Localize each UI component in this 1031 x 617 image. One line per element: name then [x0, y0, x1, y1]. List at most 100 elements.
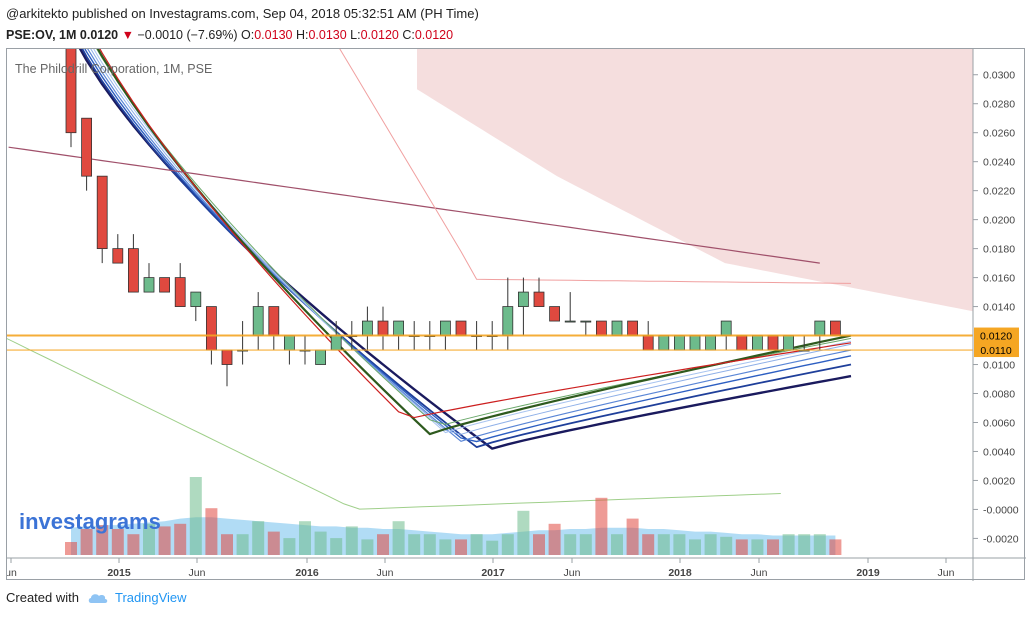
price-level-label: 0.0120 — [980, 331, 1012, 343]
candle-body — [315, 349, 327, 365]
volume-bar — [236, 534, 249, 555]
candle-body — [549, 306, 560, 322]
y-tick-label: 0.0080 — [983, 389, 1015, 401]
volume-bar — [548, 523, 561, 555]
candle-body — [81, 117, 92, 177]
investagrams-watermark: investagrams — [19, 509, 161, 534]
candle-body — [361, 320, 373, 336]
volume-bar — [111, 529, 124, 555]
x-tick-label: 2019 — [856, 567, 880, 579]
volume-bar — [221, 534, 233, 555]
volume-bar — [96, 525, 109, 555]
volume-bar — [642, 534, 655, 555]
candle-body — [689, 335, 701, 351]
price-change: −0.0010 (−7.69%) — [137, 28, 238, 42]
volume-bar — [361, 539, 374, 555]
candle-body — [190, 291, 202, 307]
volume-bar — [735, 539, 748, 555]
candle-body — [767, 335, 779, 351]
candle-body — [783, 335, 794, 351]
candle-body — [658, 335, 670, 351]
candle-body — [627, 320, 638, 336]
y-tick-label: -0.0000 — [983, 504, 1019, 516]
candles — [65, 49, 841, 387]
candle-body — [720, 320, 732, 336]
volume-bar — [127, 534, 140, 555]
x-tick-label: 2017 — [481, 567, 505, 579]
candle-body — [330, 335, 342, 351]
x-tick-label: 2018 — [668, 567, 692, 579]
y-tick-label: 0.0240 — [983, 157, 1015, 169]
volume-bar — [174, 523, 187, 555]
lagging-span-line — [7, 338, 781, 510]
down-arrow-icon: ▼ — [121, 28, 134, 42]
x-tick-label: Jun — [377, 567, 394, 579]
volume-bar — [189, 477, 202, 555]
price-level-box — [974, 327, 1019, 343]
x-tick-label: Jun — [189, 567, 206, 579]
footer: Created with TradingView — [6, 590, 187, 605]
volume-bar — [782, 534, 795, 555]
y-tick-label: 0.0100 — [983, 360, 1015, 372]
volume-bar — [579, 534, 592, 555]
volume-bar — [330, 538, 343, 555]
volume-bar — [657, 534, 670, 555]
x-tick-label: Jun — [938, 567, 955, 579]
x-tick-label: 2015 — [107, 567, 131, 579]
volume-bar — [673, 534, 686, 555]
y-tick-label: 0.0060 — [983, 417, 1015, 429]
candle-body — [596, 320, 607, 336]
volume-bar — [704, 534, 717, 555]
tradingview-link[interactable]: TradingView — [87, 590, 187, 605]
candle-body — [393, 320, 405, 336]
x-axis[interactable]: un 2015 Jun 2016 Jun 2017 Jun 2018 Jun 2019 Jun — [7, 558, 955, 579]
candle-body — [96, 175, 108, 250]
volume-bar — [314, 531, 327, 555]
low-value: 0.0120 — [360, 28, 399, 42]
volume-bar — [252, 521, 265, 555]
y-tick-label: 0.0020 — [983, 475, 1015, 487]
candle-body — [517, 291, 529, 307]
price-level-label: 0.0110 — [980, 345, 1011, 357]
y-tick-label: 0.0220 — [983, 186, 1015, 198]
created-with-label: Created with — [6, 590, 79, 605]
candle-body — [564, 320, 576, 323]
cloud-edge-line — [339, 49, 852, 284]
volume-bar — [377, 534, 389, 555]
candle-body — [128, 248, 139, 293]
symbol-label[interactable]: PSE:OV, 1M — [6, 28, 77, 42]
moving-average-line — [84, 49, 852, 443]
volume-bar — [205, 508, 218, 555]
x-tick-label: Jun — [564, 567, 581, 579]
open-value: 0.0130 — [254, 28, 293, 42]
candle-body — [143, 277, 155, 293]
y-tick-label: 0.0300 — [983, 70, 1015, 82]
candle-body — [439, 320, 451, 336]
candle-body — [252, 306, 264, 336]
close-value: 0.0120 — [414, 28, 454, 42]
volume-bar — [813, 534, 826, 555]
y-tick-label: 0.0260 — [983, 128, 1015, 140]
candle-body — [205, 306, 217, 351]
y-axis[interactable]: 0.0300 0.0280 0.0260 0.0240 0.0220 0.0200 0.01… — [973, 70, 1019, 546]
y-tick-label: 0.0040 — [983, 446, 1015, 458]
volume-bar — [392, 521, 405, 555]
tradingview-brand[interactable]: TradingView — [114, 590, 187, 605]
ichimoku-cloud — [417, 49, 973, 312]
price-lines — [7, 334, 973, 351]
volume-bar — [299, 521, 311, 555]
y-tick-label: 0.0280 — [983, 99, 1015, 111]
volume-bar — [470, 534, 483, 555]
chart-frame[interactable]: The Philodrill Corporation, 1M, PSE inve… — [6, 48, 1026, 581]
indicator-lines — [7, 49, 852, 510]
volume-bar — [267, 531, 280, 555]
volume-bar — [767, 539, 779, 555]
y-tick-label: 0.0180 — [983, 244, 1015, 256]
volume-bar — [439, 539, 452, 555]
y-tick-label: 0.0160 — [983, 273, 1015, 285]
price-chart[interactable]: The Philodrill Corporation, 1M, PSE inve… — [7, 49, 1026, 581]
high-label: H: — [295, 28, 309, 42]
candle-body — [580, 320, 592, 323]
y-tick-label: 0.0200 — [983, 215, 1015, 227]
y-tick-label: -0.0020 — [983, 533, 1019, 545]
